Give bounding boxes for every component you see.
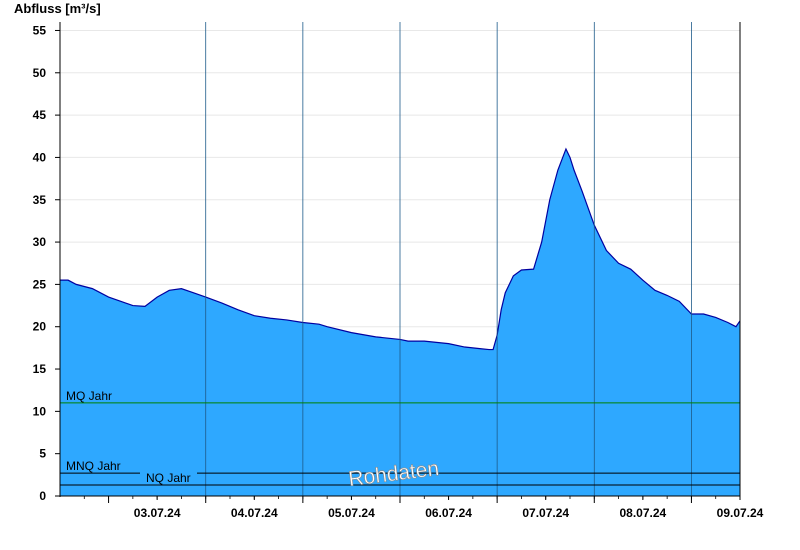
y-tick-label: 5 xyxy=(39,447,46,461)
axes: 0 5 10 15 20 25 30 35 40 45 50 55 03.07.24 04.07.24 05… xyxy=(33,22,764,520)
area-layer xyxy=(60,22,741,496)
y-tick-label: 40 xyxy=(33,150,47,164)
x-tick-label: 04.07.24 xyxy=(231,506,278,520)
y-tick-label: 35 xyxy=(33,193,47,207)
reference-lines: MQ Jahr MNQ Jahr NQ Jahr xyxy=(60,389,740,486)
x-tick-label: 09.07.24 xyxy=(717,506,764,520)
y-tick-label: 20 xyxy=(33,320,47,334)
y-tick-label: 45 xyxy=(33,108,47,122)
y-tick-label: 0 xyxy=(39,489,46,503)
discharge-area xyxy=(60,148,740,496)
x-tick-label: 08.07.24 xyxy=(619,506,666,520)
x-tick-label: 07.07.24 xyxy=(522,506,569,520)
y-tick-label: 30 xyxy=(33,235,47,249)
y-tick-label: 25 xyxy=(33,277,47,291)
reference-label-mq: MQ Jahr xyxy=(66,389,112,403)
y-axis-label: Abfluss [m³/s] xyxy=(14,1,101,16)
x-tick-label: 05.07.24 xyxy=(328,506,375,520)
discharge-line xyxy=(60,147,741,351)
x-tick-label: 03.07.24 xyxy=(134,506,181,520)
y-tick-label: 50 xyxy=(33,66,47,80)
x-tick-label: 06.07.24 xyxy=(425,506,472,520)
y-tick-label: 55 xyxy=(33,23,47,37)
y-tick-label: 15 xyxy=(33,362,47,376)
reference-label-mnq: MNQ Jahr xyxy=(66,459,121,473)
reference-label-nq: NQ Jahr xyxy=(146,471,191,485)
y-tick-label: 10 xyxy=(33,404,47,418)
